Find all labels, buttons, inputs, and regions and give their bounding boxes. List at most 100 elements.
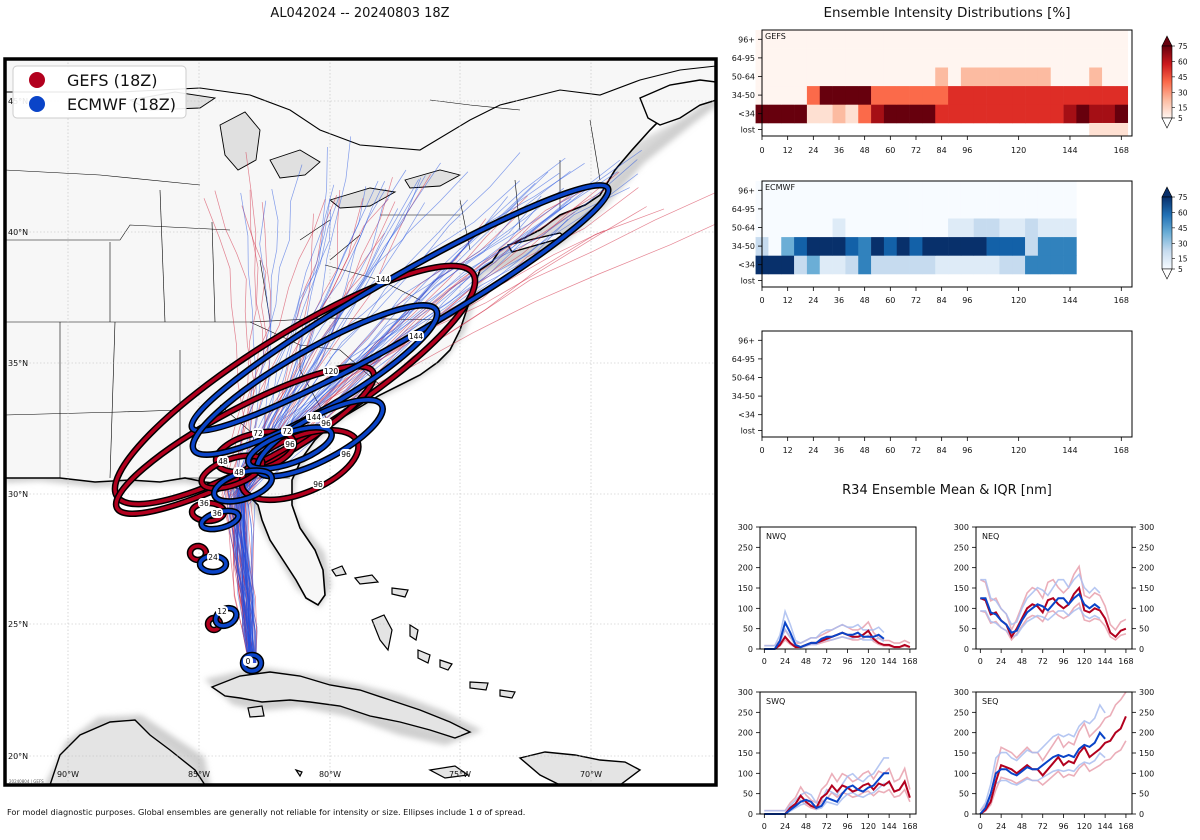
heatmap-cell bbox=[883, 67, 898, 87]
heatmap-cell bbox=[1063, 104, 1077, 124]
y-tick-label: <34 bbox=[738, 261, 755, 270]
heatmap-cell bbox=[794, 255, 808, 275]
x-tick-label: 96 bbox=[1058, 822, 1068, 831]
y-tick-label: 300 bbox=[738, 523, 753, 532]
heatmap-cell bbox=[1037, 181, 1052, 200]
r34-iqr-line bbox=[764, 766, 911, 812]
yucatan bbox=[49, 719, 206, 785]
y-tick-label: 50-64 bbox=[732, 72, 755, 81]
x-tick-label: 60 bbox=[885, 296, 895, 305]
heatmap-cell bbox=[935, 236, 949, 256]
heatmap-cell bbox=[832, 255, 846, 275]
heatmap-cell bbox=[858, 48, 872, 68]
heatmap-cell bbox=[909, 48, 923, 68]
heatmap-cell bbox=[768, 255, 782, 275]
heatmap-cell bbox=[909, 181, 923, 200]
r34-iqr-line bbox=[980, 572, 1101, 626]
heatmap-cell bbox=[1050, 236, 1064, 256]
y-tick-label-left: 0 bbox=[964, 645, 969, 654]
heatmap-cell bbox=[858, 255, 872, 275]
heatmap-cell bbox=[832, 85, 846, 105]
heatmap-cell bbox=[986, 181, 1000, 200]
heatmap-cell bbox=[1050, 30, 1064, 49]
lon-label-85: 85°W bbox=[188, 770, 210, 779]
y-tick-label: 250 bbox=[738, 543, 753, 552]
ellipse-label-144b: 144 bbox=[409, 332, 424, 341]
heatmap-cell bbox=[845, 67, 859, 87]
ellipse-labels: 144 144 120 144 96 96 96 96 72 72 48 48 … bbox=[198, 274, 424, 666]
heatmap-cell bbox=[1037, 30, 1052, 49]
x-tick-label: 24 bbox=[996, 822, 1006, 831]
heatmap-cell bbox=[883, 255, 898, 275]
heatmap-cell bbox=[794, 85, 808, 105]
heatmap-cell bbox=[922, 236, 936, 256]
r34-seq-panel: SEQ0050501001001501502002002502503003000… bbox=[954, 688, 1155, 831]
heatmap-cell bbox=[1012, 236, 1026, 256]
heatmap-cell bbox=[806, 67, 821, 87]
legend-label-ecmwf: ECMWF (18Z) bbox=[67, 95, 176, 114]
x-tick-label: 120 bbox=[1011, 296, 1026, 305]
colorbar-extend-top bbox=[1161, 35, 1173, 47]
y-tick-label: 300 bbox=[738, 688, 753, 697]
heatmap-cell bbox=[1012, 67, 1026, 87]
colorbar-tick-label: 75 bbox=[1178, 193, 1188, 202]
heatmap-cell bbox=[948, 181, 962, 200]
x-tick-label: 72 bbox=[822, 822, 832, 831]
heatmap-cell bbox=[794, 67, 808, 87]
heatmap-cell bbox=[832, 30, 846, 49]
heatmap-cell bbox=[871, 236, 885, 256]
lat-label-25: 25°N bbox=[8, 620, 28, 629]
heatmap-cell bbox=[922, 67, 936, 87]
heatmap-cell bbox=[781, 236, 795, 256]
ecmwf-ellipse-0-fill bbox=[241, 653, 263, 673]
legend-marker-gefs bbox=[29, 72, 45, 88]
x-tick-label: 120 bbox=[1077, 822, 1092, 831]
y-tick-label: 200 bbox=[738, 564, 753, 573]
r34-gefs-mean-line bbox=[764, 779, 911, 815]
x-tick-label: 72 bbox=[911, 146, 921, 155]
heatmap-cell bbox=[768, 218, 782, 238]
r34-panel-title: NEQ bbox=[982, 532, 999, 541]
map-title: AL042024 -- 20240803 18Z bbox=[270, 6, 449, 21]
lon-label-75: 75°W bbox=[449, 770, 471, 779]
y-tick-label: 250 bbox=[738, 708, 753, 717]
y-tick-label: <34 bbox=[738, 411, 755, 420]
x-tick-label: 60 bbox=[885, 146, 895, 155]
x-tick-label: 144 bbox=[1062, 296, 1077, 305]
ellipse-label-96a: 96 bbox=[321, 419, 331, 428]
heatmap-cell bbox=[845, 199, 859, 219]
y-tick-label: 200 bbox=[738, 729, 753, 738]
heatmap-cell bbox=[1102, 30, 1116, 49]
r34-ecmwf-mean-line bbox=[979, 730, 1106, 815]
x-tick-label: 144 bbox=[881, 822, 896, 831]
heatmap-cell bbox=[1025, 199, 1039, 219]
heatmap-cell bbox=[781, 181, 795, 200]
ellipse-label-48a: 48 bbox=[218, 457, 228, 466]
r34-panel-title: SEQ bbox=[982, 697, 998, 706]
x-tick-label: 144 bbox=[1097, 822, 1112, 831]
heatmap-cell bbox=[1050, 85, 1064, 105]
y-tick-label: 300 bbox=[1139, 688, 1154, 697]
heatmap-cell bbox=[806, 104, 821, 124]
x-tick-label: 24 bbox=[808, 446, 818, 455]
ellipse-label-36b: 36 bbox=[212, 509, 222, 518]
y-tick-label: 100 bbox=[738, 769, 753, 778]
ensemble-track bbox=[242, 180, 379, 664]
heatmap-cell bbox=[819, 67, 833, 87]
heatmap-frame bbox=[761, 29, 1133, 137]
heatmap-cell bbox=[845, 218, 859, 238]
x-tick-label: 168 bbox=[1114, 146, 1129, 155]
x-tick-label: 24 bbox=[808, 146, 818, 155]
lon-label-80: 80°W bbox=[319, 770, 341, 779]
x-tick-label: 96 bbox=[842, 657, 852, 666]
heatmap-cell bbox=[1089, 30, 1103, 49]
heatmap-cell bbox=[883, 48, 898, 68]
heatmap-cell bbox=[781, 199, 795, 219]
heatmap-cell bbox=[883, 199, 898, 219]
heatmap-cell bbox=[1012, 255, 1026, 275]
heatmap-cell bbox=[973, 48, 987, 68]
heatmap-cell bbox=[896, 218, 910, 238]
heatmap-cell bbox=[986, 255, 1000, 275]
y-tick-label: 0 bbox=[748, 810, 753, 819]
